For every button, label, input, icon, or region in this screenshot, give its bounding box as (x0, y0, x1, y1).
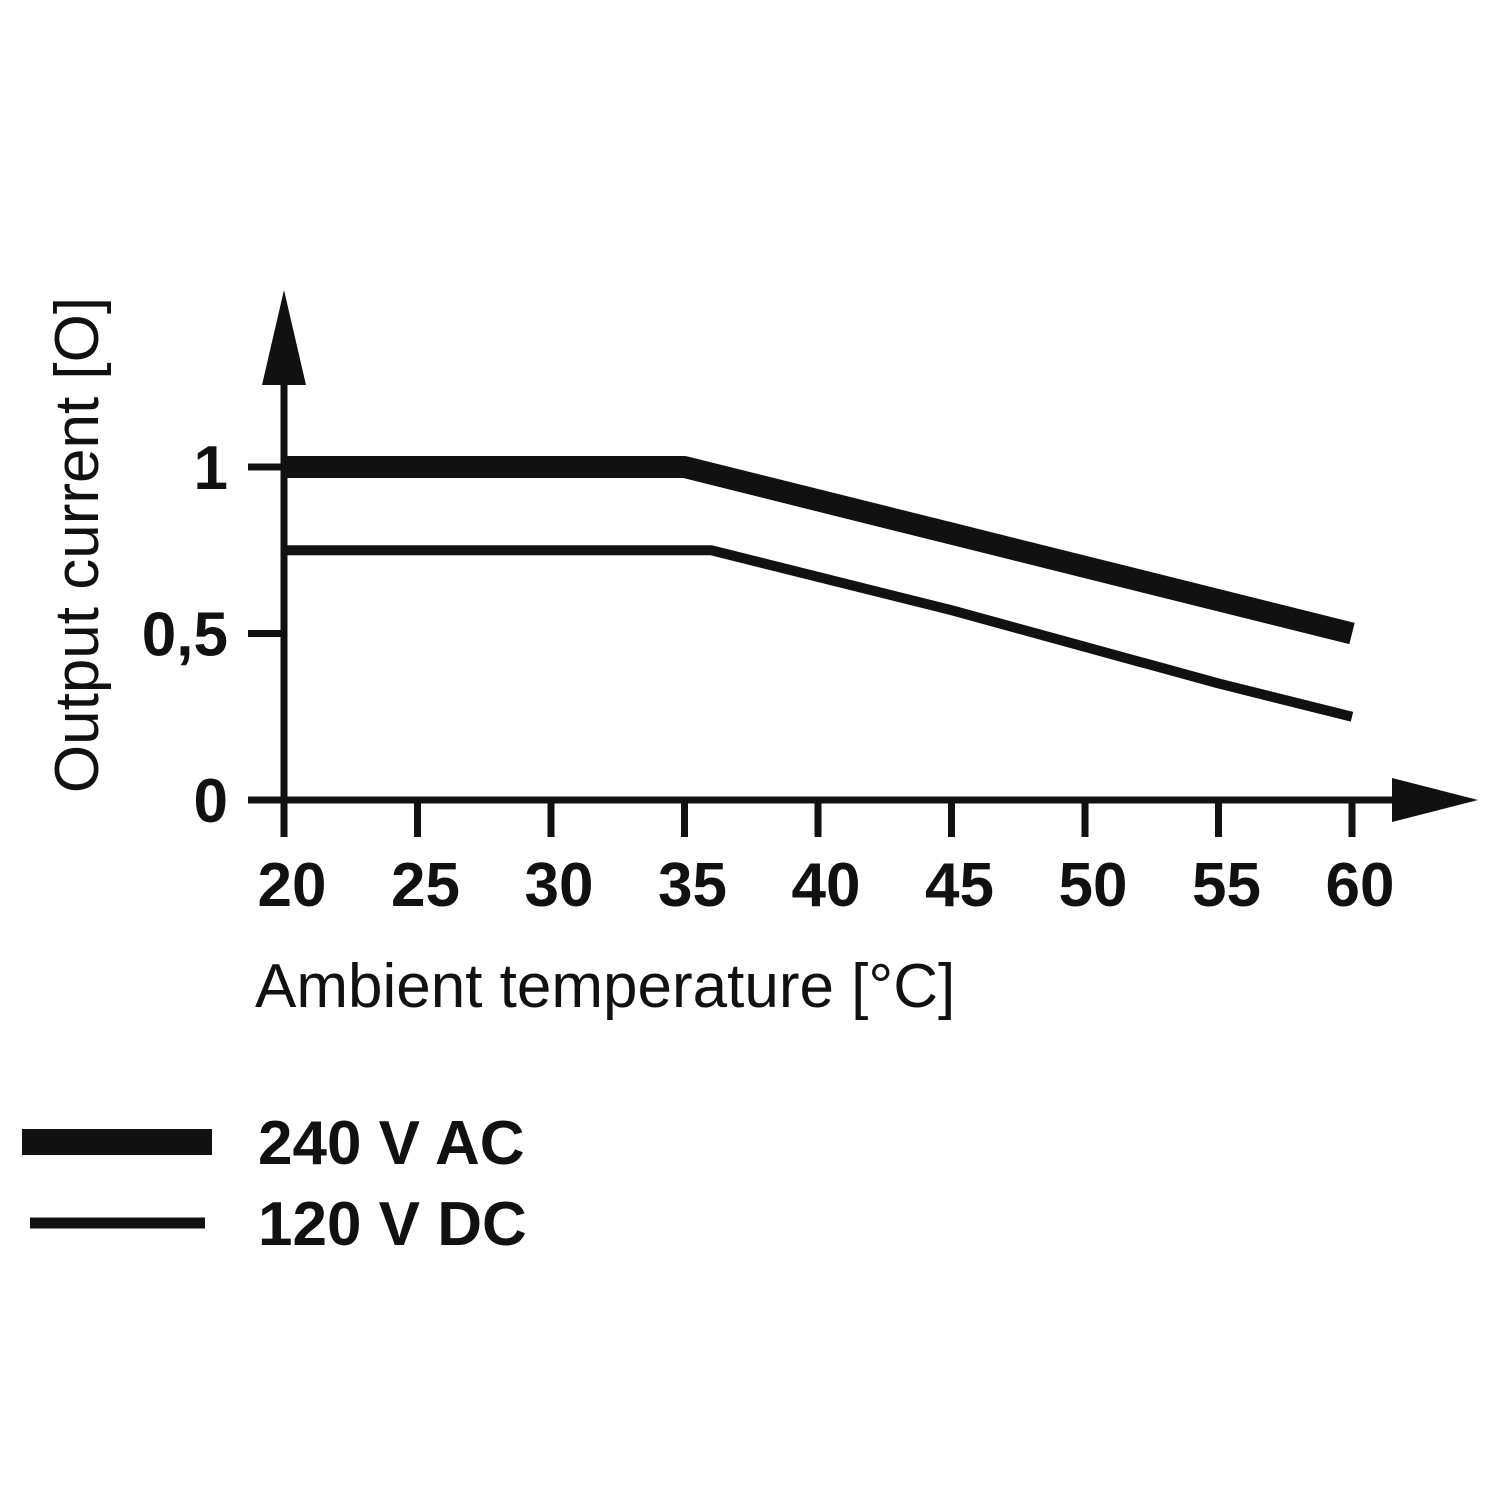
x-tick-label: 45 (925, 851, 994, 920)
legend: 240 V AC 120 V DC (22, 1109, 527, 1259)
x-axis-label: Ambient temperature [°C] (255, 952, 955, 1021)
series-line-120-v-dc (284, 545, 1354, 722)
x-tick-label: 55 (1192, 851, 1261, 920)
x-tick-label: 50 (1059, 851, 1128, 920)
y-tick-label: 1 (194, 434, 228, 503)
y-axis-label: Output current [O] (43, 297, 112, 793)
x-tick-label: 25 (391, 851, 460, 920)
y-tick-label: 0 (194, 767, 228, 836)
x-tick-label: 35 (658, 851, 727, 920)
x-tick-label: 60 (1326, 851, 1395, 920)
x-ticks: 20 25 30 35 40 45 50 55 60 (258, 800, 1395, 920)
legend-label-240v-ac: 240 V AC (258, 1109, 525, 1178)
x-tick-label: 40 (792, 851, 861, 920)
legend-label-120v-dc: 120 V DC (258, 1190, 527, 1259)
x-tick-label: 30 (525, 851, 594, 920)
y-ticks: 00,51 (142, 434, 284, 836)
x-tick-label: 20 (258, 851, 327, 920)
x-axis-arrow-icon (1392, 778, 1478, 822)
series-layer (284, 456, 1355, 722)
y-tick-label: 0,5 (142, 601, 228, 670)
series-line-240-v-ac (284, 456, 1355, 645)
y-axis-arrow-icon (262, 290, 306, 385)
